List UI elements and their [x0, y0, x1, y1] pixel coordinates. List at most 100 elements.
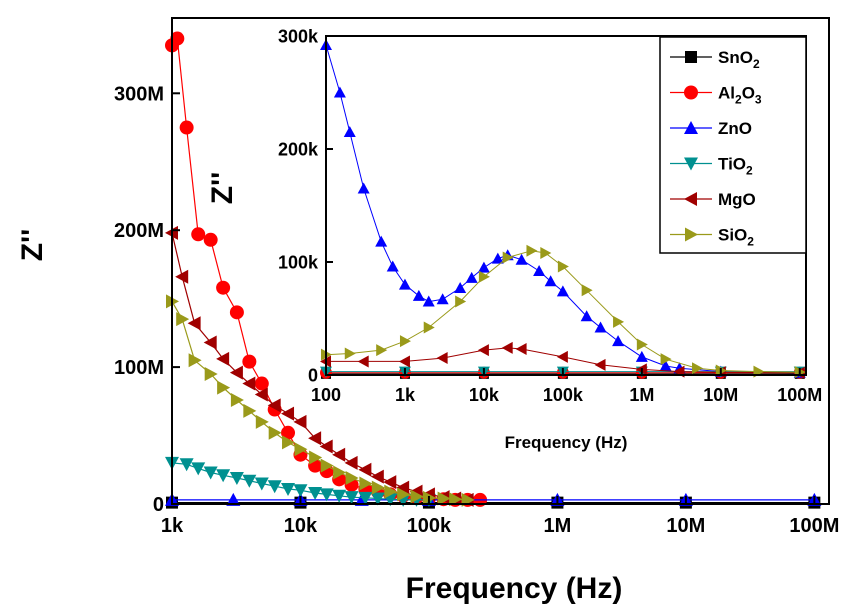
- inset-point-SiO2-2: [376, 344, 388, 357]
- legend-marker-SiO2: [685, 227, 698, 242]
- inset-x-tick-label-4: 1M: [629, 385, 654, 405]
- inset-y-tick-label-0: 0: [308, 365, 318, 385]
- inset-x-tick-label-0: 100: [311, 385, 341, 405]
- legend-item-Al2O3: Al2O3: [670, 84, 762, 107]
- main-point-SiO2-8: [268, 425, 282, 440]
- legend-box: [659, 36, 807, 254]
- main-point-SiO2-12: [320, 458, 334, 473]
- legend-label-part: TiO: [718, 155, 746, 174]
- main-point-SiO2-2: [188, 353, 202, 368]
- main-point-TiO2-9: [281, 482, 296, 496]
- inset-point-SiO2-12: [613, 315, 625, 328]
- legend-label-part: 2: [735, 93, 742, 107]
- legend-item-SiO2: SiO2: [670, 226, 754, 249]
- main-point-MgO-10: [293, 414, 307, 429]
- legend-label-part: 3: [755, 93, 762, 107]
- main-point-SiO2-21: [437, 491, 451, 506]
- main-point-SiO2-22: [449, 492, 463, 507]
- inset-point-MgO-3: [436, 352, 448, 365]
- inset-point-SiO2-15: [692, 362, 704, 375]
- legend-label-part: 2: [746, 164, 753, 178]
- main-point-SiO2-3: [204, 366, 218, 381]
- inset-x-tick-label-2: 10k: [469, 385, 500, 405]
- main-point-TiO2-12: [319, 488, 334, 502]
- main-x-tick-label-5: 100M: [789, 515, 839, 537]
- legend-label-part: MgO: [718, 190, 756, 209]
- inset-point-ZnO-13: [491, 252, 504, 264]
- main-x-tick-label-0: 1k: [161, 515, 184, 537]
- main-x-tick-label-2: 100k: [407, 515, 452, 537]
- main-y-tick-label-2: 200M: [114, 220, 164, 242]
- inset-point-SiO2-11: [581, 284, 593, 297]
- main-point-TiO2-6: [242, 474, 257, 488]
- main-series-SnO2: [166, 496, 821, 509]
- main-point-TiO2-14: [344, 491, 359, 505]
- inset-point-SiO2-1: [344, 347, 356, 360]
- main-point-SiO2-17: [384, 484, 398, 499]
- main-point-Al2O3-4: [203, 232, 218, 247]
- inset-point-ZnO-4: [375, 235, 388, 247]
- inset-x-tick-label-5: 10M: [703, 385, 738, 405]
- main-point-MgO-3: [203, 335, 217, 350]
- inset-point-SiO2-5: [455, 295, 467, 308]
- inset-point-SiO2-14: [660, 353, 672, 366]
- inset-point-ZnO-11: [465, 271, 478, 283]
- inset-point-ZnO-6: [398, 278, 411, 290]
- main-point-MgO-4: [216, 351, 230, 366]
- legend-marker-SnO: [685, 51, 697, 63]
- main-point-Al2O3-2: [179, 120, 194, 135]
- main-point-Al2O3-7: [242, 354, 257, 369]
- legend-label-part: Al: [718, 84, 735, 103]
- main-point-MgO-7: [254, 387, 268, 402]
- main-point-SiO2-4: [217, 380, 231, 395]
- inset-x-tick-label-1: 1k: [395, 385, 416, 405]
- main-point-SiO2-16: [371, 480, 385, 495]
- inset-point-SiO2-6: [478, 270, 490, 283]
- main-point-MgO-16: [370, 469, 384, 484]
- main-x-tick-label-1: 10k: [284, 515, 318, 537]
- main-point-TiO2-16: [370, 492, 385, 506]
- main-point-Al2O3-5: [216, 280, 231, 295]
- main-plot: 1k 10k 100k 1M 10M 100M 0 100M 200M 300M Frequency…: [16, 17, 839, 605]
- inset-x-axis-title: Frequency (Hz): [505, 433, 628, 452]
- inset-point-MgO-7: [556, 350, 568, 363]
- inset-point-MgO-5: [501, 341, 513, 354]
- inset-x-tick-label-3: 100k: [543, 385, 584, 405]
- main-point-MgO-18: [396, 480, 410, 495]
- main-x-tick-label-4: 10M: [666, 515, 705, 537]
- main-point-TiO2-13: [332, 489, 347, 503]
- main-point-Al2O3-10: [281, 425, 296, 440]
- inset-y-axis-title: Z'': [206, 172, 239, 205]
- main-y-tick-label-1: 100M: [114, 357, 164, 379]
- main-point-MgO-11: [308, 431, 322, 446]
- inset-point-ZnO-8: [422, 295, 435, 307]
- main-point-TiO2-15: [358, 491, 373, 505]
- main-y-tick-label-0: 0: [153, 494, 164, 516]
- main-x-axis-title: Frequency (Hz): [406, 572, 623, 605]
- legend-marker-ZnO: [684, 121, 698, 134]
- main-point-MgO-1: [175, 269, 189, 284]
- legend-item-MgO: MgO: [670, 190, 756, 209]
- main-point-SiO2-18: [397, 487, 411, 502]
- main-point-SiO2-6: [243, 403, 257, 418]
- legend-label-TiO2: TiO2: [718, 155, 753, 178]
- main-point-MgO-2: [187, 316, 201, 331]
- main-point-SiO2-11: [309, 450, 323, 465]
- inset-point-MgO-4: [477, 344, 489, 357]
- inset-point-SiO2-9: [540, 246, 552, 259]
- main-point-MgO-13: [332, 447, 346, 462]
- main-point-TiO2-1: [179, 458, 194, 472]
- legend-label-part: 2: [747, 235, 754, 249]
- main-point-SiO2-19: [410, 489, 424, 504]
- legend-item-TiO2: TiO2: [670, 155, 753, 178]
- main-point-Al2O3-3: [191, 227, 206, 242]
- inset-point-ZnO-16: [533, 265, 546, 277]
- main-point-MgO-17: [383, 475, 397, 490]
- legend-label-part: SnO: [718, 48, 753, 67]
- main-point-ZnO-1: [226, 492, 241, 506]
- main-point-TiO2-11: [308, 487, 323, 501]
- inset-y-tick-label-1: 100k: [278, 252, 319, 272]
- main-point-SiO2-5: [230, 392, 244, 407]
- inset-point-SiO2-4: [423, 321, 435, 334]
